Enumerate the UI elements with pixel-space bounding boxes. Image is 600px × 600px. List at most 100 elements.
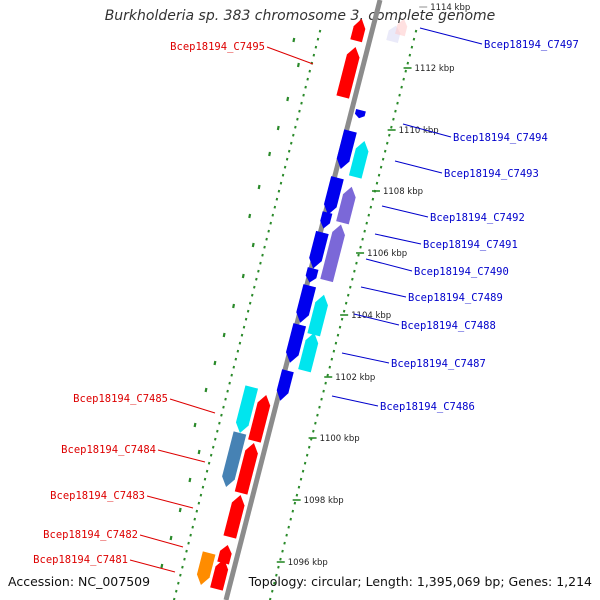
- gc-dot: [253, 285, 256, 289]
- gc-dot: [246, 309, 250, 313]
- gene-block-red: [248, 395, 271, 443]
- gc-dot: [207, 461, 211, 465]
- gene-block-red: [210, 559, 229, 591]
- gc-skew-mark: [232, 303, 236, 309]
- gc-track-left: [172, 29, 322, 600]
- gc-dot: [377, 173, 381, 177]
- gc-dot: [295, 493, 299, 497]
- gc-skew-mark: [197, 449, 201, 455]
- gc-dot: [211, 445, 215, 449]
- gene-block-red: [350, 18, 366, 43]
- gc-dot: [220, 413, 223, 417]
- gc-dot: [240, 333, 244, 337]
- gc-dot: [306, 77, 309, 81]
- gc-dot: [392, 117, 395, 121]
- gc-dot: [172, 597, 176, 600]
- gc-dot: [270, 589, 274, 593]
- gc-skew-mark: [213, 360, 217, 366]
- gc-dot: [228, 381, 231, 385]
- gc-dot: [216, 429, 219, 433]
- gc-dot: [410, 45, 414, 49]
- gc-dot: [302, 93, 305, 97]
- tick-label: 1112 kbp: [415, 64, 455, 74]
- gc-dot: [181, 565, 184, 569]
- gene-label-leader: [331, 395, 379, 407]
- gc-dot: [263, 245, 266, 249]
- gene-block-blue: [309, 230, 329, 269]
- gc-dot: [281, 549, 284, 553]
- gene-block-blue: [296, 284, 317, 323]
- gene-label-left: Bcep18194_C7483: [50, 490, 145, 502]
- gc-skew-mark: [276, 125, 280, 131]
- gc-dot: [312, 53, 316, 57]
- gc-skew-mark: [286, 96, 290, 102]
- gene-label-right: Bcep18194_C7491: [423, 239, 518, 251]
- gc-dot: [179, 573, 182, 577]
- gene-label-left: Bcep18194_C7482: [43, 529, 138, 541]
- gc-dot: [324, 381, 327, 385]
- gc-dot: [234, 357, 238, 361]
- gene-block-blue: [320, 211, 333, 229]
- gc-dot: [277, 565, 280, 569]
- gc-dot: [259, 261, 262, 265]
- gene-label-right: Bcep18194_C7494: [453, 132, 548, 144]
- accession-label: Accession: NC_007509: [8, 574, 151, 589]
- gc-dot: [414, 29, 418, 33]
- gc-dot: [273, 581, 276, 585]
- gc-dot: [314, 45, 318, 49]
- gene-block-steel: [222, 431, 247, 488]
- gene-block-red: [217, 545, 232, 565]
- gc-dot: [320, 397, 323, 401]
- gc-dot: [279, 557, 282, 561]
- gc-skew-mark: [251, 242, 255, 248]
- gc-dot: [287, 149, 291, 153]
- gc-dot: [330, 357, 334, 361]
- tick-label: 1110 kbp: [399, 126, 439, 136]
- gene-block-orange: [196, 551, 216, 586]
- tick-label: 1108 kbp: [383, 187, 423, 197]
- gc-dot: [291, 509, 295, 513]
- gene-block-blue: [354, 108, 366, 119]
- gc-dot: [283, 165, 287, 169]
- gc-dot: [371, 197, 375, 201]
- gc-dot: [299, 477, 303, 481]
- gc-dot: [379, 165, 383, 169]
- gc-dot: [367, 213, 371, 217]
- gc-dot: [303, 461, 307, 465]
- gc-dot: [285, 533, 288, 537]
- gc-dot: [271, 213, 275, 217]
- gc-dot: [265, 237, 268, 241]
- gc-dot: [203, 477, 207, 481]
- gene-label-right: Bcep18194_C7492: [430, 212, 525, 224]
- gc-dot: [381, 157, 385, 161]
- gc-dot: [205, 469, 209, 473]
- gene-label-left: Bcep18194_C7481: [33, 554, 128, 566]
- gene-block-blue: [323, 176, 344, 215]
- gc-dot: [294, 125, 297, 129]
- gene-label-left: Bcep18194_C7484: [61, 444, 156, 456]
- gc-dot: [357, 253, 360, 257]
- gene-block-purple: [336, 186, 356, 225]
- gc-dot: [300, 101, 303, 105]
- gc-skew-mark: [292, 37, 296, 43]
- gc-dot: [305, 453, 309, 457]
- gc-dot: [195, 509, 199, 513]
- gc-dot: [296, 117, 299, 121]
- gc-dot: [197, 501, 201, 505]
- gc-dot: [224, 397, 227, 401]
- gc-dot: [318, 29, 322, 33]
- gc-dot: [346, 293, 350, 297]
- gc-dot: [336, 333, 340, 337]
- gc-dot: [255, 277, 258, 281]
- gc-dot: [292, 133, 295, 137]
- gc-dot: [177, 581, 180, 585]
- gene-label-right: Bcep18194_C7493: [444, 168, 539, 180]
- gc-dot: [287, 525, 290, 529]
- gc-dot: [281, 173, 285, 177]
- tick-label: 1102 kbp: [335, 373, 375, 383]
- gene-label-leader: [374, 233, 422, 245]
- gc-skew-mark: [169, 535, 173, 541]
- gc-dot: [268, 597, 272, 600]
- gene-label-leader: [402, 123, 452, 138]
